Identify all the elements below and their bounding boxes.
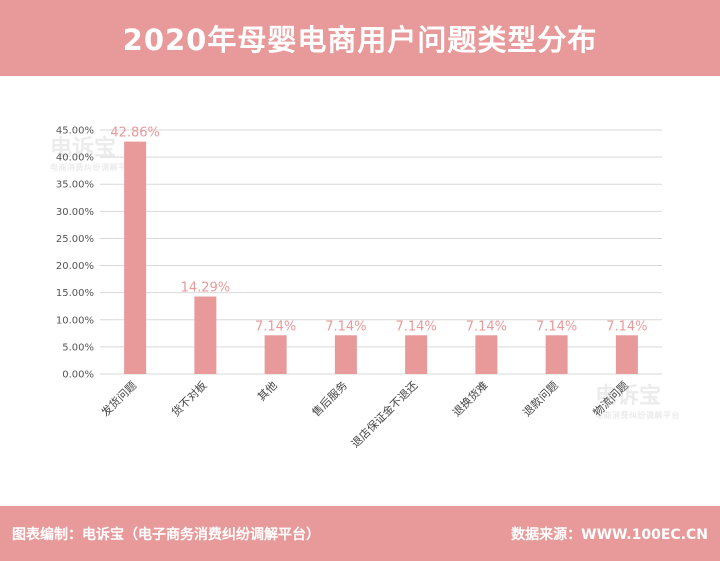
title-banner: 2020年母婴电商用户问题类型分布 <box>0 0 720 76</box>
footer-data-source: 数据来源：WWW.100EC.CN <box>511 526 708 543</box>
data-label: 7.14% <box>255 319 296 334</box>
bar <box>545 335 568 374</box>
chart-title: 2020年母婴电商用户问题类型分布 <box>122 23 598 57</box>
y-tick-label: 25.00% <box>56 234 94 245</box>
x-category-label: 货不对板 <box>168 378 209 419</box>
bar <box>615 335 638 374</box>
bar <box>194 296 217 374</box>
data-label: 42.86% <box>110 126 160 141</box>
y-tick-label: 20.00% <box>56 261 94 272</box>
y-tick-label: 40.00% <box>56 153 94 164</box>
x-category-label: 退店保证金不退还 <box>348 378 420 450</box>
y-tick-label: 10.00% <box>56 315 94 326</box>
bar-chart: 0.00% 5.00% 10.00% 15.00% 20.00% 25.00% 30.00%… <box>56 126 662 450</box>
bar <box>334 335 357 374</box>
footer-bar: 图表编制：电诉宝（电子商务消费纠纷调解平台） 数据来源：WWW.100EC.CN <box>0 506 720 561</box>
bar <box>405 335 428 374</box>
data-label: 14.29% <box>181 281 231 296</box>
data-label: 7.14% <box>536 319 577 334</box>
x-category-label: 物流问题 <box>590 378 631 419</box>
x-category-label: 售后服务 <box>309 378 350 419</box>
data-label: 7.14% <box>466 319 507 334</box>
x-category-label: 其他 <box>255 379 280 404</box>
data-label: 7.14% <box>395 319 436 334</box>
y-tick-label: 0.00% <box>62 370 94 381</box>
bar <box>264 335 287 374</box>
data-label: 7.14% <box>325 319 366 334</box>
bar <box>124 141 147 374</box>
y-tick-label: 45.00% <box>56 126 94 137</box>
y-tick-label: 35.00% <box>56 180 94 191</box>
y-tick-label: 5.00% <box>62 342 94 353</box>
y-tick-label: 30.00% <box>56 207 94 218</box>
y-tick-label: 15.00% <box>56 288 94 299</box>
data-label: 7.14% <box>606 319 647 334</box>
x-category-label: 退换货难 <box>449 378 490 419</box>
bar <box>475 335 498 374</box>
x-category-label: 发货问题 <box>98 378 139 419</box>
chart-area: 电诉宝 电商消费纠纷调解平台 电诉宝 电商消费纠纷调解平台 0.00% 5.00%… <box>0 76 720 506</box>
x-category-label: 退款问题 <box>520 378 561 419</box>
footer-compiler: 图表编制：电诉宝（电子商务消费纠纷调解平台） <box>12 526 320 543</box>
